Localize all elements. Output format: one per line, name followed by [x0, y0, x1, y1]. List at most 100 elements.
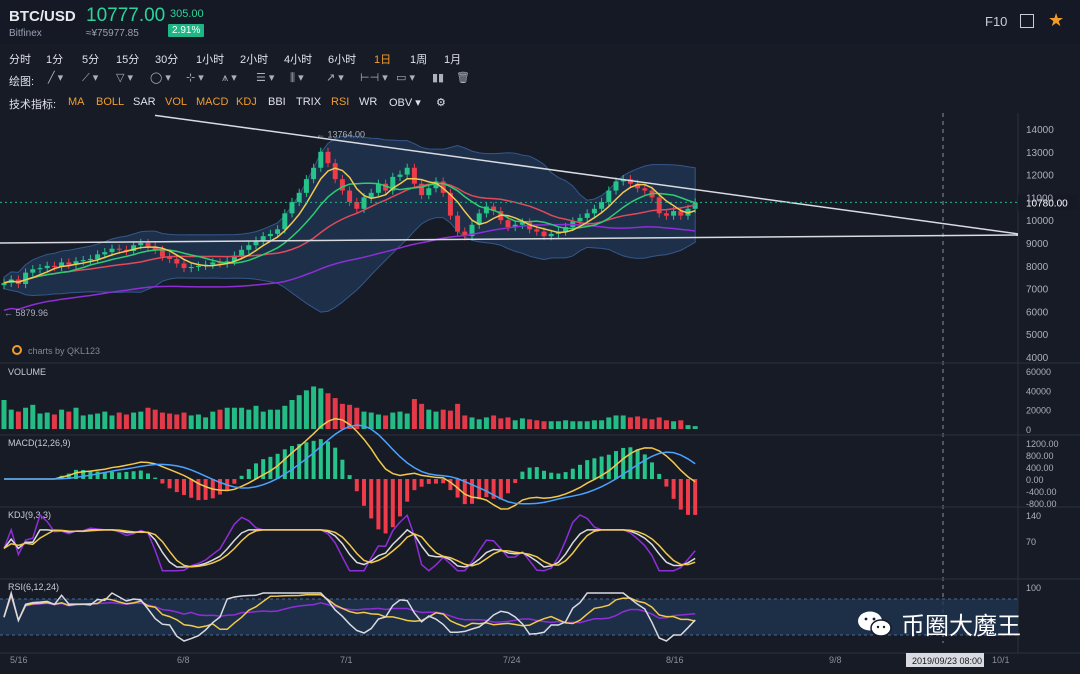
- indicator-2[interactable]: SAR: [133, 96, 156, 108]
- price-tick-6: 8000: [1026, 262, 1049, 273]
- macd-bar-45: [326, 441, 330, 479]
- chart-area[interactable]: 10780.00 ← 13764.00 ← 5879.96 charts by QKL…: [0, 113, 1080, 674]
- candle-57: [411, 167, 417, 184]
- volume-bar-59: [426, 409, 432, 429]
- ma5-line: [3, 167, 696, 284]
- measure-tool-icon[interactable]: ⊢⊣ ▾: [360, 72, 388, 84]
- volume-bar-44: [318, 388, 324, 429]
- candle-12: [87, 258, 93, 261]
- candle-59: [426, 188, 432, 196]
- pattern-tool-icon[interactable]: ⩚ ▾: [222, 72, 237, 84]
- cursor-time-bg: [906, 653, 984, 667]
- symbol-label[interactable]: BTC/USD: [9, 8, 76, 25]
- price-tick-0: 14000: [1026, 125, 1054, 136]
- volume-bar-62: [447, 410, 453, 429]
- volume-bar-45: [325, 393, 331, 429]
- circle-tool-icon[interactable]: ◯ ▾: [150, 72, 171, 84]
- indicator-6[interactable]: BBI: [268, 96, 286, 108]
- timeframe-2[interactable]: 5分: [82, 54, 100, 66]
- line-tool-icon[interactable]: ╱ ▾: [48, 72, 64, 84]
- candle-8: [59, 262, 65, 267]
- volume-bar-96: [692, 426, 698, 429]
- candle-53: [383, 183, 389, 191]
- timeframe-9[interactable]: 1日: [374, 54, 392, 66]
- indicator-8[interactable]: RSI: [331, 96, 350, 108]
- candle-61: [440, 181, 446, 193]
- macd-bar-35: [254, 463, 258, 479]
- ray-tool-icon[interactable]: ⟋ ▾: [82, 72, 99, 84]
- indicator-5[interactable]: KDJ: [236, 96, 257, 108]
- macd-bar-58: [419, 479, 424, 487]
- volume-bar-86: [620, 415, 626, 429]
- timeframe-10[interactable]: 1周: [410, 54, 428, 66]
- volume-bar-78: [563, 420, 569, 429]
- volume-bar-6: [44, 412, 50, 429]
- fib-tool-icon[interactable]: ☰ ▾: [256, 72, 275, 84]
- volume-bar-25: [181, 412, 187, 429]
- candle-85: [613, 181, 619, 191]
- timeframe-1[interactable]: 1分: [46, 54, 64, 66]
- timeframe-3[interactable]: 15分: [116, 54, 140, 66]
- volume-bar-13: [95, 413, 101, 429]
- macd-bar-32: [232, 479, 237, 484]
- macd-bar-65: [470, 479, 474, 504]
- note-tool-icon[interactable]: ▭ ▾: [396, 72, 415, 84]
- f10-button[interactable]: F10: [985, 14, 1008, 29]
- change-percent-badge: 2.91%: [168, 24, 205, 37]
- macd-bar-59: [426, 479, 431, 484]
- wechat-watermark: 币圈大魔王: [855, 606, 1021, 641]
- macd-bar-66: [477, 479, 482, 500]
- favorite-star-icon[interactable]: ★: [1048, 10, 1065, 30]
- volume-bar-16: [116, 412, 122, 429]
- timeframe-11[interactable]: 1月: [444, 54, 462, 66]
- indicator-7[interactable]: TRIX: [296, 96, 322, 108]
- trash-icon[interactable]: 🗑: [456, 72, 470, 84]
- volume-bar-15: [109, 415, 115, 429]
- gann-tool-icon[interactable]: ⫼ ▾: [290, 72, 304, 84]
- indicator-0[interactable]: MA: [68, 96, 85, 108]
- channel-tool-icon[interactable]: ▽ ▾: [116, 72, 134, 84]
- indicator-settings-icon[interactable]: ⚙: [436, 97, 446, 109]
- indicator-1[interactable]: BOLL: [96, 96, 125, 108]
- indicator-3[interactable]: VOL: [165, 96, 188, 108]
- shape-tool-icon[interactable]: ⊹ ▾: [186, 72, 204, 84]
- timeframe-6[interactable]: 2小时: [240, 54, 269, 66]
- indicator-9[interactable]: WR: [359, 96, 378, 108]
- candle-30: [217, 262, 223, 264]
- rsi12-line: [3, 592, 696, 631]
- candle-0: [1, 282, 7, 286]
- candle-54: [390, 176, 396, 191]
- macd-bar-40: [290, 445, 294, 479]
- macd-bar-82: [592, 458, 597, 479]
- timeframe-8[interactable]: 6小时: [328, 54, 357, 66]
- bars-tool-icon[interactable]: ▮▮: [432, 72, 445, 84]
- macd-bar-70: [506, 479, 510, 494]
- macd-bar-43: [311, 440, 316, 479]
- macd-bar-33: [239, 475, 244, 479]
- candle-89: [642, 188, 648, 191]
- volume-bar-65: [469, 417, 475, 429]
- timeframe-7[interactable]: 4小时: [284, 54, 313, 66]
- volume-bar-66: [476, 419, 482, 429]
- macd-tick-3: 0.00: [1026, 475, 1044, 485]
- indicator-10[interactable]: OBV ▾: [389, 97, 421, 109]
- timeframe-5[interactable]: 1小时: [196, 54, 225, 66]
- volume-tick-2: 20000: [1026, 406, 1051, 416]
- indicator-4[interactable]: MACD: [196, 96, 229, 108]
- volume-tick-3: 0: [1026, 425, 1031, 435]
- volume-bar-38: [275, 409, 281, 429]
- fullscreen-icon[interactable]: [1020, 14, 1034, 28]
- macd-bar-56: [405, 479, 410, 502]
- arrow-tool-icon[interactable]: ↗ ▾: [326, 72, 344, 84]
- macd-bar-39: [282, 449, 287, 479]
- macd-bar-22: [160, 479, 165, 484]
- volume-bar-23: [167, 413, 173, 429]
- macd-bar-52: [376, 479, 381, 530]
- volume-bar-3: [23, 407, 29, 429]
- macd-bar-20: [146, 473, 150, 479]
- timeframe-0[interactable]: 分时: [9, 54, 31, 66]
- price-change: 305.00: [170, 8, 204, 20]
- candle-50: [361, 197, 367, 209]
- macd-bar-34: [246, 469, 251, 479]
- timeframe-4[interactable]: 30分: [155, 54, 179, 66]
